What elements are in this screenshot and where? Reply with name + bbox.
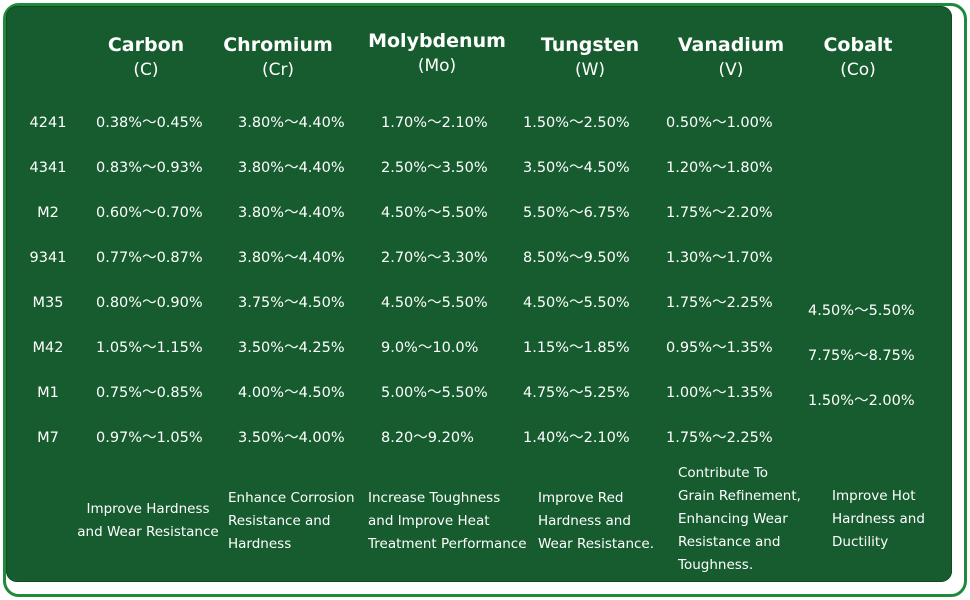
- element-symbol: (Co): [840, 60, 876, 80]
- composition-cell: 0.77%～0.87%: [96, 250, 203, 266]
- composition-cell: 0.80%～0.90%: [96, 295, 203, 311]
- composition-cell: 3.75%～4.50%: [238, 295, 345, 311]
- column-header: Chromium (Cr): [223, 33, 333, 83]
- property-description: Increase Toughness and Improve Heat Trea…: [368, 490, 527, 552]
- column-header: Tungsten (W): [541, 33, 639, 83]
- grade-label: M35: [32, 295, 64, 311]
- element-name: Chromium: [223, 34, 333, 56]
- column-header: Cobalt (Co): [823, 33, 892, 83]
- composition-cell: 3.50%～4.00%: [238, 430, 345, 446]
- grade-label: M42: [32, 340, 64, 356]
- composition-cell: 2.70%～3.30%: [381, 250, 488, 266]
- grade-label: 4341: [29, 160, 67, 176]
- property-description: Enhance Corrosion Resistance and Hardnes…: [228, 490, 355, 552]
- composition-cell: 3.80%～4.40%: [238, 115, 345, 131]
- column-header: Molybdenum (Mo): [368, 29, 506, 79]
- composition-cell: 0.75%～0.85%: [96, 385, 203, 401]
- grade-label: M1: [37, 385, 59, 401]
- composition-cell: 4.50%～5.50%: [381, 295, 488, 311]
- composition-cell: 0.83%～0.93%: [96, 160, 203, 176]
- element-name: Vanadium: [677, 34, 785, 56]
- column-header: Carbon (C): [108, 33, 184, 83]
- composition-cell: 0.95%～1.35%: [666, 340, 773, 356]
- alloy-composition-panel: [6, 6, 952, 582]
- grade-label: M7: [37, 430, 59, 446]
- composition-cell: 1.05%～1.15%: [96, 340, 203, 356]
- grade-label: M2: [37, 205, 59, 221]
- property-description: Contribute To Grain Refinement, Enhancin…: [678, 465, 801, 573]
- element-name: Cobalt: [823, 34, 893, 56]
- composition-cell: 4.50%～5.50%: [523, 295, 630, 311]
- composition-cell: 1.70%～2.10%: [381, 115, 488, 131]
- property-description: Improve Red Hardness and Wear Resistance…: [538, 490, 655, 552]
- composition-cell: 2.50%～3.50%: [381, 160, 488, 176]
- element-symbol: (W): [574, 60, 606, 80]
- composition-cell: 4.75%～5.25%: [523, 385, 630, 401]
- element-name: Tungsten: [540, 34, 640, 56]
- composition-cell: 3.50%～4.50%: [523, 160, 630, 176]
- composition-cell: 8.20～9.20%: [381, 430, 474, 446]
- grade-label: 9341: [29, 250, 67, 266]
- grade-label: 4241: [29, 115, 67, 131]
- composition-cell: 7.75%～8.75%: [808, 348, 915, 364]
- composition-cell: 1.00%～1.35%: [666, 385, 773, 401]
- composition-cell: 1.15%～1.85%: [523, 340, 630, 356]
- composition-cell: 4.50%～5.50%: [381, 205, 488, 221]
- composition-cell: 3.80%～4.40%: [238, 205, 345, 221]
- composition-cell: 3.50%～4.25%: [238, 340, 345, 356]
- property-description: Improve Hot Hardness and Ductility: [832, 488, 925, 550]
- composition-cell: 0.97%～1.05%: [96, 430, 203, 446]
- composition-cell: 1.30%～1.70%: [666, 250, 773, 266]
- element-symbol: (C): [133, 60, 159, 80]
- composition-cell: 4.50%～5.50%: [808, 303, 915, 319]
- composition-cell: 5.50%～6.75%: [523, 205, 630, 221]
- composition-cell: 8.50%～9.50%: [523, 250, 630, 266]
- composition-cell: 5.00%～5.50%: [381, 385, 488, 401]
- composition-cell: 0.60%～0.70%: [96, 205, 203, 221]
- composition-cell: 1.50%～2.00%: [808, 393, 915, 409]
- composition-cell: 1.20%～1.80%: [666, 160, 773, 176]
- element-symbol: (Mo): [417, 56, 457, 76]
- composition-cell: 3.80%～4.40%: [238, 250, 345, 266]
- composition-cell: 1.50%～2.50%: [523, 115, 630, 131]
- composition-cell: 4.00%～4.50%: [238, 385, 345, 401]
- element-name: Carbon: [107, 34, 185, 56]
- composition-cell: 1.75%～2.25%: [666, 295, 773, 311]
- column-header: Vanadium (V): [678, 33, 784, 83]
- element-name: Molybdenum: [368, 30, 506, 52]
- composition-cell: 3.80%～4.40%: [238, 160, 345, 176]
- element-symbol: (Cr): [261, 60, 295, 80]
- composition-cell: 1.75%～2.25%: [666, 430, 773, 446]
- composition-cell: 9.0%～10.0%: [381, 340, 479, 356]
- composition-cell: 0.38%～0.45%: [96, 115, 203, 131]
- composition-cell: 1.75%～2.20%: [666, 205, 773, 221]
- property-description: Improve Hardness and Wear Resistance: [77, 501, 219, 540]
- composition-cell: 1.40%～2.10%: [523, 430, 630, 446]
- composition-cell: 0.50%～1.00%: [666, 115, 773, 131]
- element-symbol: (V): [718, 60, 744, 80]
